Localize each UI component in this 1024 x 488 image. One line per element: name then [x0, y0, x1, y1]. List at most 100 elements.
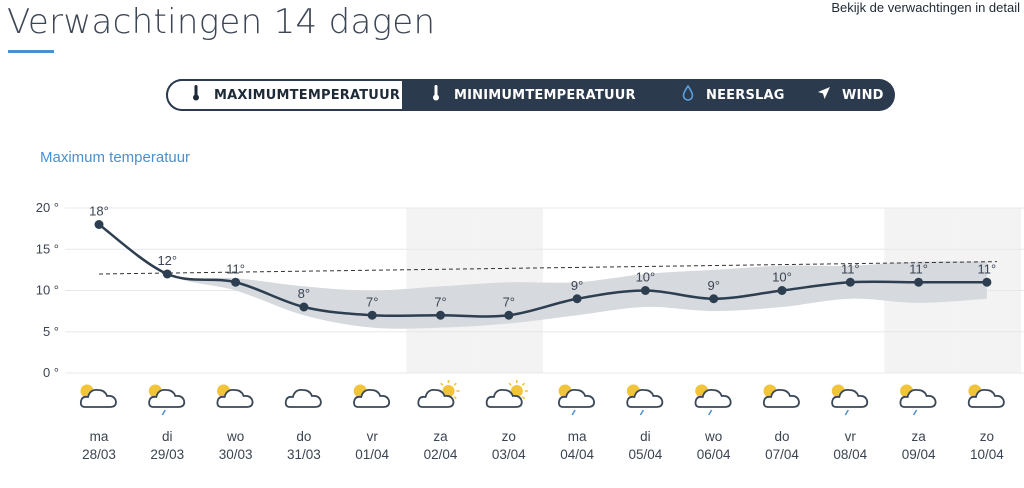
temperature-chart: 0 ° 5 ° 10 ° 15 ° 20 ° 18° 12° 11° 8° 7° 7° 7° 9° 10°…	[36, 200, 1024, 416]
sun-cloud-drizzle-icon	[899, 384, 937, 416]
day-date: 02/04	[423, 447, 458, 462]
data-label: 7°	[503, 294, 515, 309]
day-label: za 09/04	[884, 428, 954, 464]
data-point	[845, 277, 855, 287]
tab-wind[interactable]: WIND	[792, 79, 895, 111]
data-point	[572, 294, 582, 304]
day-date: 06/04	[696, 447, 731, 462]
chart-heading: Maximum temperatuur	[40, 149, 191, 166]
data-label: 7°	[366, 294, 378, 309]
y-tick-label: 10 °	[36, 283, 59, 298]
day-label: do 07/04	[747, 428, 817, 464]
day-name: ma	[89, 429, 109, 444]
data-point	[299, 302, 309, 312]
data-label: 18°	[89, 204, 109, 219]
day-label: di 29/03	[132, 428, 202, 464]
day-date: 05/04	[628, 447, 663, 462]
sun-cloud-icon	[762, 384, 800, 408]
day-name: wo	[226, 429, 245, 444]
data-label: 10°	[772, 270, 792, 285]
uncertainty-band	[99, 224, 987, 329]
data-label: 9°	[707, 278, 719, 293]
data-label: 7°	[434, 294, 446, 309]
y-tick-label: 5 °	[43, 324, 59, 339]
y-tick-label: 15 °	[36, 241, 59, 256]
thermometer-icon	[428, 85, 444, 105]
day-name: vr	[844, 429, 856, 444]
day-label: do 31/03	[269, 428, 339, 464]
data-label: 11°	[226, 261, 245, 276]
cloud-icon	[284, 388, 322, 408]
tab-neerslag[interactable]: NEERSLAG	[654, 79, 792, 111]
sun-cloud-icon	[216, 384, 254, 408]
day-date: 10/04	[969, 447, 1004, 462]
day-label: zo 10/04	[952, 428, 1022, 464]
day-label: vr 01/04	[337, 428, 407, 464]
day-label: di 05/04	[610, 428, 680, 464]
day-date: 09/04	[901, 447, 936, 462]
day-date: 03/04	[491, 447, 526, 462]
data-point	[504, 310, 514, 320]
day-name: ma	[567, 429, 587, 444]
day-date: 01/04	[355, 447, 390, 462]
thermometer-icon	[188, 85, 204, 105]
tab-label: NEERSLAG	[706, 87, 785, 103]
day-name: za	[911, 429, 926, 444]
sun-cloud-drizzle-icon	[626, 384, 664, 416]
day-label: wo 30/03	[201, 428, 271, 464]
data-label: 11°	[841, 261, 860, 276]
cloud-sun-icon	[417, 380, 460, 408]
day-label: ma 28/03	[64, 428, 134, 464]
sun-cloud-drizzle-icon	[558, 384, 596, 416]
tab-label: MINIMUMTEMPERATUUR	[454, 87, 636, 103]
day-date: 28/03	[82, 447, 116, 462]
day-date: 07/04	[765, 447, 799, 462]
day-name: zo	[501, 429, 516, 444]
day-date: 30/03	[218, 447, 253, 462]
droplet-icon	[680, 84, 696, 105]
data-point	[914, 277, 924, 287]
day-label: zo 03/04	[474, 428, 544, 464]
day-date: 04/04	[560, 447, 594, 462]
day-label: za 02/04	[406, 428, 476, 464]
tab-label: WIND	[842, 87, 884, 103]
cloud-sun-icon	[485, 380, 528, 408]
day-date: 08/04	[833, 447, 868, 462]
tab-minimumtemperatuur[interactable]: MINIMUMTEMPERATUUR	[404, 79, 654, 111]
data-label: 9°	[571, 278, 583, 293]
sun-cloud-icon	[967, 384, 1005, 408]
data-label: 8°	[298, 286, 310, 301]
data-label: 11°	[978, 261, 997, 276]
data-point	[640, 286, 650, 295]
day-name: wo	[705, 429, 723, 444]
tab-maximumtemperatuur[interactable]: MAXIMUMTEMPERATUUR	[166, 79, 404, 111]
data-point	[436, 310, 445, 320]
day-label: ma 04/04	[542, 428, 612, 464]
data-point	[94, 220, 104, 229]
detail-link[interactable]: Bekijk de verwachtingen in detail	[831, 0, 1020, 15]
day-name: do	[296, 429, 312, 444]
day-name: za	[433, 429, 448, 444]
wind-arrow-icon	[816, 86, 832, 104]
sun-cloud-drizzle-icon	[831, 384, 869, 416]
title-underline	[8, 50, 54, 53]
day-label: wo 06/04	[679, 428, 749, 464]
forecast-tabs: MAXIMUMTEMPERATUUR MINIMUMTEMPERATUUR NE…	[166, 79, 895, 111]
day-name: vr	[366, 429, 378, 444]
data-point	[709, 294, 719, 304]
sun-cloud-icon	[353, 384, 391, 408]
data-point	[231, 277, 241, 287]
day-label: vr 08/04	[815, 428, 885, 464]
day-name: do	[774, 429, 790, 444]
data-label: 12°	[157, 253, 177, 268]
day-name: zo	[979, 429, 995, 444]
sun-cloud-icon	[79, 384, 117, 408]
data-point	[162, 269, 172, 279]
data-label: 10°	[636, 270, 656, 285]
day-name: di	[640, 429, 651, 444]
y-tick-label: 20 °	[36, 200, 59, 215]
day-date: 29/03	[150, 447, 185, 462]
sun-cloud-drizzle-icon	[148, 384, 186, 416]
tab-label: MAXIMUMTEMPERATUUR	[214, 87, 401, 103]
y-tick-label: 0 °	[43, 365, 59, 380]
